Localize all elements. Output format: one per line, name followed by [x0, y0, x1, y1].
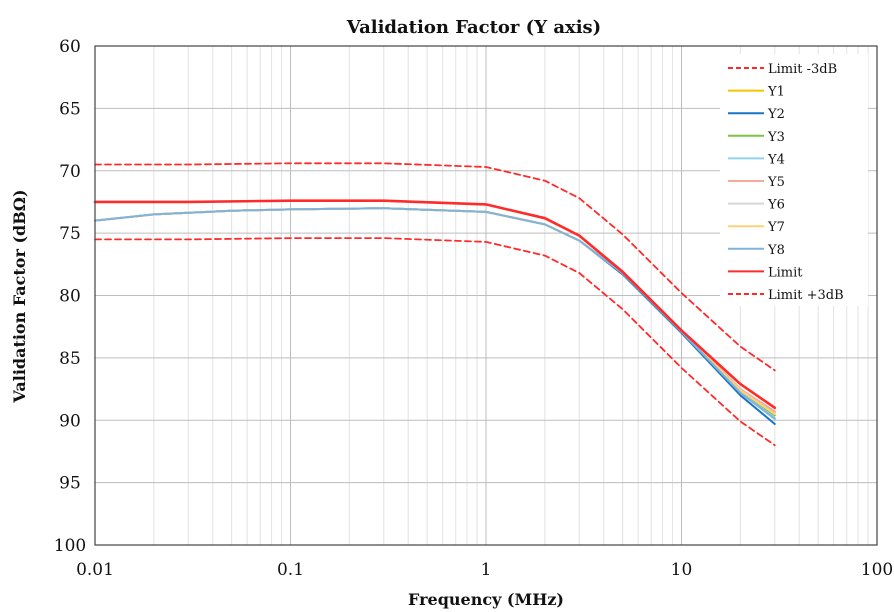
- series-line-limit-3db: [94, 162, 776, 372]
- y-tick-labels: 60 65 70 75 80 85 90 95 100: [54, 37, 86, 556]
- y-axis-label: Validation Factor (dBΩ): [10, 189, 29, 403]
- legend-label: Y1: [767, 85, 785, 100]
- series-line-y8: [94, 207, 776, 420]
- legend-label: Y7: [767, 220, 785, 235]
- legend-label: Y3: [767, 130, 785, 145]
- y-tick-label: 85: [59, 349, 81, 369]
- series-line-limit-3db: [94, 237, 776, 447]
- legend-label: Limit +3dB: [768, 288, 844, 303]
- legend-label: Limit -3dB: [768, 62, 837, 77]
- x-tick-label: 0.1: [277, 560, 304, 580]
- chart-title: Validation Factor (Y axis): [346, 17, 601, 38]
- x-tick-label: 100: [861, 560, 893, 580]
- series-line-limit: [93, 199, 777, 410]
- y-tick-label: 60: [59, 37, 81, 57]
- y-tick-label: 95: [59, 474, 81, 494]
- y-tick-label: 65: [59, 99, 81, 119]
- legend-label: Limit: [768, 265, 803, 280]
- y-tick-label: 75: [59, 224, 81, 244]
- legend-label: Y8: [767, 243, 785, 258]
- y-tick-label: 90: [59, 411, 81, 431]
- legend-label: Y5: [767, 175, 785, 190]
- y-tick-label: 70: [59, 162, 81, 182]
- legend: Limit -3dB Y1 Y2 Y3 Y4 Y5 Y6 Y7 Y8 Limit Limit +3d…: [720, 54, 868, 306]
- legend-label: Y6: [767, 198, 785, 213]
- x-tick-label: 1: [481, 560, 492, 580]
- x-tick-label: 0.01: [76, 560, 114, 580]
- y-tick-label: 80: [59, 287, 81, 307]
- x-tick-labels: 0.01 0.1 1 10 100: [76, 560, 893, 580]
- legend-label: Y2: [767, 107, 785, 122]
- x-axis-label: Frequency (MHz): [408, 590, 564, 609]
- x-tick-label: 10: [671, 560, 693, 580]
- series-layer: [93, 162, 777, 447]
- legend-label: Y4: [767, 152, 785, 167]
- y-tick-label: 100: [54, 536, 86, 556]
- plot-frame: [94, 45, 878, 546]
